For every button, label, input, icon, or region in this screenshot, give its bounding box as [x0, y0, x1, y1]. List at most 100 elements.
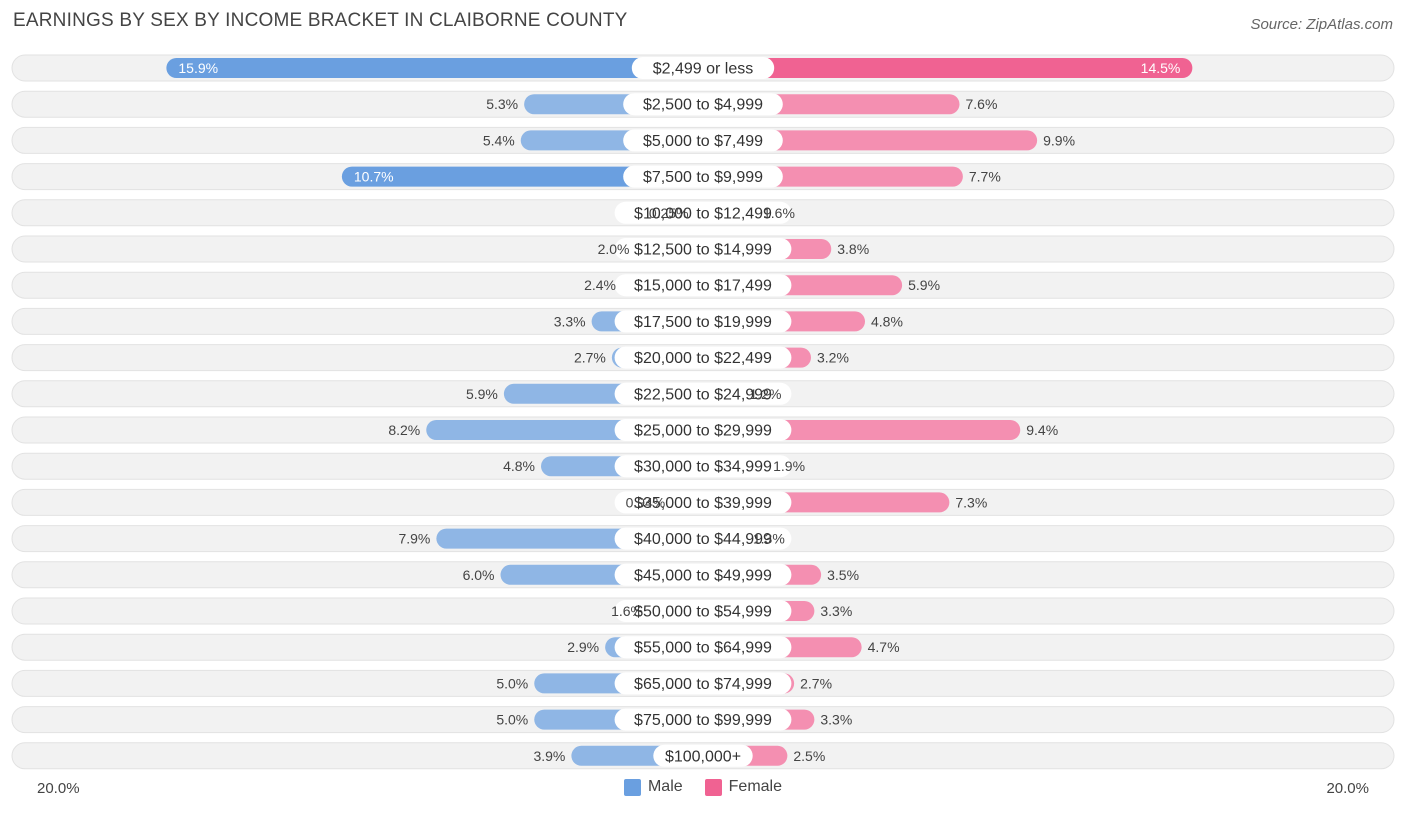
axis-left-label: 20.0%	[37, 780, 80, 797]
bar-row: $22,500 to $24,999 5.9% 1.2%	[11, 380, 1395, 408]
category-label: $2,500 to $4,999	[643, 97, 763, 114]
legend-male-label: Male	[647, 778, 683, 795]
category-pill	[614, 672, 792, 695]
bar-row: $30,000 to $34,999 4.8% 1.9%	[11, 452, 1395, 480]
category-pill	[631, 57, 775, 79]
category-label: $20,000 to $22,499	[634, 350, 772, 367]
male-value-label: 5.3%	[486, 96, 518, 112]
male-value-label: 5.4%	[483, 132, 515, 148]
male-value-label: 0.25%	[649, 205, 689, 221]
category-label: $65,000 to $74,999	[634, 676, 772, 693]
bar-row: $75,000 to $99,999 5.0% 3.3%	[11, 706, 1395, 734]
male-value-label: 3.3%	[554, 313, 586, 329]
female-bar	[703, 130, 1038, 151]
female-swatch	[704, 778, 722, 796]
category-pill	[614, 310, 792, 333]
category-pill	[614, 491, 792, 514]
category-label: $40,000 to $44,999	[634, 531, 772, 548]
bar-row: $40,000 to $44,999 7.9% 1.3%	[11, 525, 1395, 553]
female-value-label: 2.7%	[800, 675, 832, 691]
bar-row: $2,500 to $4,999 5.3% 7.6%	[11, 90, 1395, 118]
category-label: $30,000 to $34,999	[634, 459, 772, 476]
male-value-label: 0.94%	[626, 494, 666, 510]
legend-item-female[interactable]: Female	[704, 778, 783, 796]
female-value-label: 1.3%	[753, 531, 785, 547]
female-bar	[703, 58, 1193, 78]
male-value-label: 5.9%	[466, 386, 498, 402]
female-value-label: 7.7%	[969, 169, 1001, 185]
legend-female-label: Female	[728, 778, 783, 795]
axis-right-label: 20.0%	[1326, 780, 1369, 797]
female-value-label: 14.5%	[1141, 60, 1181, 76]
category-label: $17,500 to $19,999	[634, 314, 772, 331]
male-bar	[166, 58, 703, 78]
male-value-label: 1.6%	[611, 603, 643, 619]
category-label: $100,000+	[665, 748, 741, 765]
female-value-label: 7.6%	[966, 96, 998, 112]
male-value-label: 8.2%	[388, 422, 420, 438]
bar-row: $17,500 to $19,999 3.3% 4.8%	[11, 307, 1395, 335]
category-label: $35,000 to $39,999	[634, 495, 772, 512]
category-pill	[614, 419, 792, 441]
chart-source: Source: ZipAtlas.com	[1250, 16, 1393, 33]
category-label: $45,000 to $49,999	[634, 567, 772, 584]
category-pill	[614, 346, 792, 369]
category-label: $55,000 to $64,999	[634, 640, 772, 657]
category-pill	[653, 744, 753, 767]
category-pill	[623, 93, 783, 116]
category-label: $7,500 to $9,999	[643, 169, 763, 186]
male-bar	[341, 166, 703, 187]
male-value-label: 10.7%	[354, 169, 394, 185]
male-value-label: 4.8%	[503, 458, 535, 474]
bar-row: $7,500 to $9,999 10.7% 7.7%	[11, 163, 1395, 191]
female-value-label: 3.8%	[837, 241, 869, 257]
female-value-label: 2.5%	[793, 748, 825, 764]
male-value-label: 3.9%	[533, 748, 565, 764]
chart-title: EARNINGS BY SEX BY INCOME BRACKET IN CLA…	[13, 10, 628, 31]
category-pill	[614, 274, 792, 297]
legend: Male Female	[0, 778, 1406, 796]
category-pill	[614, 455, 792, 478]
category-pill	[623, 129, 783, 152]
male-value-label: 7.9%	[398, 531, 430, 547]
category-label: $25,000 to $29,999	[634, 423, 772, 440]
category-label: $5,000 to $7,499	[643, 133, 763, 150]
category-pill	[614, 600, 792, 622]
category-label: $2,499 or less	[653, 61, 754, 78]
bar-row: $45,000 to $49,999 6.0% 3.5%	[11, 561, 1395, 589]
category-label: $75,000 to $99,999	[634, 712, 772, 729]
male-swatch	[623, 778, 641, 796]
category-pill	[614, 563, 792, 586]
bar-row: $5,000 to $7,499 5.4% 9.9%	[11, 126, 1395, 154]
earnings-chart: $2,499 or less 15.9% 14.5% $2,500 to $4,999…	[11, 54, 1395, 770]
male-value-label: 15.9%	[178, 60, 218, 76]
category-pill	[614, 636, 792, 659]
female-value-label: 1.2%	[750, 386, 782, 402]
legend-item-male[interactable]: Male	[623, 778, 683, 796]
category-label: $10,000 to $12,499	[634, 205, 772, 222]
category-label: $15,000 to $17,499	[634, 278, 772, 295]
category-pill	[614, 238, 792, 260]
category-label: $12,500 to $14,999	[634, 242, 772, 259]
female-value-label: 3.2%	[817, 350, 849, 366]
female-value-label: 9.4%	[1026, 422, 1058, 438]
bar-row: $2,499 or less 15.9% 14.5%	[11, 54, 1395, 82]
bar-row: $100,000+ 3.9% 2.5%	[11, 742, 1395, 770]
female-value-label: 9.9%	[1043, 132, 1075, 148]
female-value-label: 7.3%	[955, 494, 987, 510]
bar-row: $55,000 to $64,999 2.9% 4.7%	[11, 633, 1395, 661]
female-value-label: 4.8%	[871, 313, 903, 329]
male-value-label: 5.0%	[496, 712, 528, 728]
category-pill	[623, 165, 783, 188]
bar-row: $20,000 to $22,499 2.7% 3.2%	[11, 344, 1395, 372]
male-value-label: 2.7%	[574, 350, 606, 366]
female-value-label: 3.3%	[820, 712, 852, 728]
male-value-label: 2.9%	[567, 639, 599, 655]
category-pill	[614, 708, 792, 731]
female-value-label: 1.6%	[763, 205, 795, 221]
female-value-label: 3.3%	[820, 603, 852, 619]
